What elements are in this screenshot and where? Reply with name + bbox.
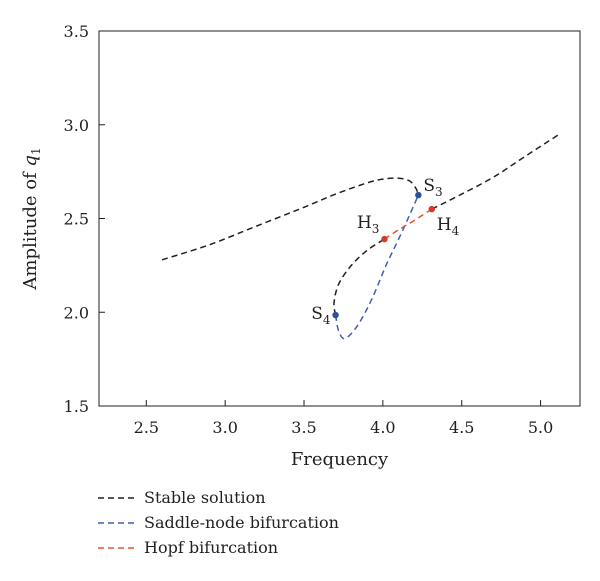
- point-label-letter: S: [311, 304, 323, 324]
- point-label-letter: H: [357, 213, 372, 233]
- point-label-sub: 4: [323, 313, 331, 327]
- bifurcation-point-h3: [381, 235, 388, 243]
- point-label-letter: H: [437, 215, 452, 235]
- bifurcation-point-s4: [332, 311, 339, 319]
- y-tick-label: 2.0: [64, 303, 89, 322]
- plot-frame: [98, 30, 581, 407]
- y-axis-title-sub: 1: [29, 147, 43, 155]
- point-label-sub: 4: [452, 224, 460, 238]
- point-label-h3: H3: [357, 213, 379, 236]
- bifurcation-point-h4: [428, 205, 435, 213]
- point-label-s4: S4: [311, 304, 331, 327]
- series-line-hopf-bifurcation: [384, 208, 433, 240]
- legend-label-stable-solution: Stable solution: [144, 488, 266, 507]
- x-axis: 2.5 3.0 3.5 4.0 4.5 5.0: [134, 400, 553, 437]
- legend-label-saddle-node-bifurcation: Saddle-node bifurcation: [144, 513, 339, 532]
- bifurcation-point-s3: [415, 191, 422, 199]
- point-label-sub: 3: [372, 222, 380, 236]
- point-label-h4: H4: [437, 215, 460, 238]
- legend: Stable solution Saddle-node bifurcation Ho…: [98, 488, 339, 557]
- legend-label-hopf-bifurcation: Hopf bifurcation: [144, 538, 278, 557]
- x-tick-label: 4.0: [370, 418, 395, 437]
- point-label-s3: S3: [423, 176, 442, 199]
- x-axis-title: Frequency: [291, 449, 389, 470]
- series-layer: [161, 133, 560, 340]
- y-tick-label: 2.5: [64, 210, 89, 229]
- point-label-sub: 3: [435, 185, 443, 199]
- x-tick-label: 3.0: [212, 418, 237, 437]
- y-axis-title-prefix: Amplitude of: [20, 167, 41, 291]
- x-tick-label: 5.0: [528, 418, 553, 437]
- x-tick-label: 4.5: [449, 418, 474, 437]
- y-axis-title: Amplitude of q1: [20, 147, 43, 290]
- point-label-letter: S: [423, 176, 435, 196]
- x-tick-label: 2.5: [134, 418, 159, 437]
- series-line-stable-solution: [161, 177, 420, 261]
- series-line-stable-solution: [431, 133, 560, 210]
- y-tick-label: 3.0: [64, 116, 89, 135]
- y-tick-label: 3.5: [64, 22, 89, 41]
- series-line-saddle-node-bifurcation: [334, 194, 420, 340]
- y-axis-title-var: q: [20, 155, 41, 167]
- y-axis: 1.5 2.0 2.5 3.0 3.5: [64, 22, 105, 416]
- y-tick-label: 1.5: [64, 397, 89, 416]
- series-line-stable-solution: [333, 238, 385, 316]
- x-tick-label: 3.5: [291, 418, 316, 437]
